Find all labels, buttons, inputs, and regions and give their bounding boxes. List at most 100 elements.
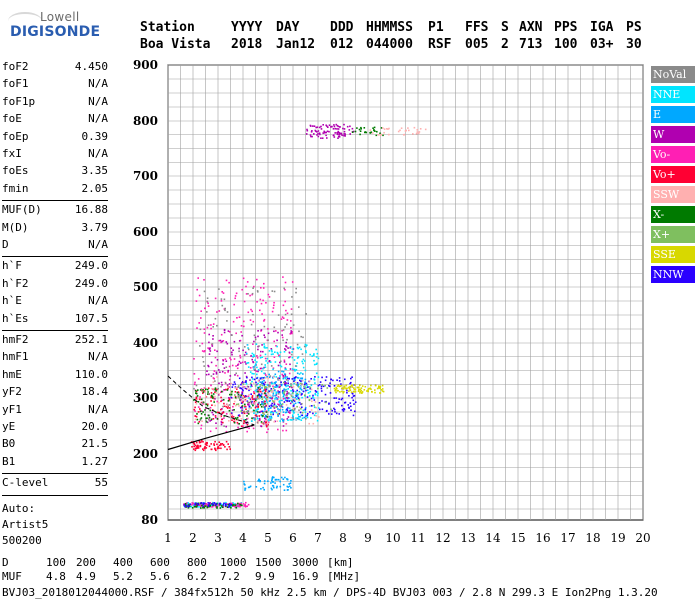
param-row: yF1 N/A	[2, 403, 108, 420]
echo-point	[271, 488, 273, 491]
echo-point	[304, 378, 307, 381]
echo-point	[297, 413, 299, 416]
echo-point	[256, 386, 259, 389]
header-value: 012	[330, 37, 354, 52]
echo-point	[281, 329, 283, 332]
echo-point	[227, 443, 229, 445]
echo-point	[223, 425, 225, 427]
param-label: hmF1	[2, 350, 29, 364]
echo-point	[348, 407, 350, 409]
echo-point	[241, 288, 243, 291]
echo-point	[210, 504, 213, 506]
echo-point	[259, 404, 262, 406]
echo-point	[225, 501, 227, 504]
echo-point	[202, 448, 204, 450]
param-label: yF1	[2, 402, 22, 416]
echo-point	[263, 343, 265, 345]
echo-point	[366, 390, 368, 392]
header-label: Station	[140, 20, 195, 35]
echo-point	[308, 380, 311, 382]
echo-point	[245, 419, 247, 421]
echo-point	[320, 137, 322, 139]
echo-point	[314, 129, 317, 132]
echo-point	[250, 403, 253, 405]
echo-point	[212, 335, 214, 337]
echo-point	[416, 131, 419, 133]
echo-point	[346, 389, 348, 392]
x-tick-label: 18	[585, 531, 600, 545]
echo-point	[220, 341, 222, 344]
echo-point	[272, 307, 275, 309]
param-value: N/A	[88, 77, 108, 91]
echo-point	[274, 410, 276, 412]
echo-point	[316, 391, 319, 393]
echo-point	[245, 501, 247, 504]
echo-point	[288, 386, 291, 388]
echo-point	[262, 400, 265, 402]
echo-point	[292, 389, 294, 391]
echo-point	[351, 376, 353, 378]
echo-point	[286, 379, 289, 381]
echo-point	[203, 387, 206, 389]
echo-point	[249, 385, 252, 388]
echo-point	[328, 402, 330, 405]
echo-point	[200, 310, 202, 312]
echo-point	[309, 411, 311, 413]
echo-point	[244, 395, 247, 397]
echo-point	[244, 351, 247, 354]
echo-point	[234, 391, 237, 393]
echo-point	[324, 379, 327, 382]
echo-point	[312, 125, 314, 127]
echo-point	[244, 489, 246, 491]
echo-point	[216, 376, 218, 378]
echo-point	[207, 365, 210, 368]
echo-point	[218, 447, 220, 449]
param-row: C-level 55	[2, 476, 108, 493]
echo-point	[244, 406, 246, 409]
echo-point	[282, 389, 284, 392]
echo-point	[302, 390, 305, 393]
echo-point	[419, 128, 422, 130]
echo-point	[313, 378, 315, 380]
echo-point	[297, 396, 299, 399]
footer-value: 600	[150, 556, 170, 569]
echo-point	[243, 505, 246, 507]
echo-point	[328, 413, 330, 415]
echo-point	[243, 300, 246, 303]
echo-point	[313, 133, 315, 135]
echo-point	[377, 134, 380, 136]
echo-point	[282, 411, 285, 413]
echo-point	[314, 376, 316, 378]
echo-point	[201, 420, 203, 422]
echo-point	[246, 412, 249, 415]
echo-point	[323, 132, 326, 134]
echo-point	[228, 281, 230, 284]
echo-point	[265, 418, 267, 421]
header-label: IGA	[590, 20, 614, 35]
echo-point	[350, 391, 353, 393]
echo-point	[272, 367, 275, 369]
echo-point	[227, 371, 229, 373]
echo-point	[266, 401, 268, 403]
echo-point	[264, 336, 266, 339]
echo-point	[264, 381, 267, 384]
echo-point	[313, 414, 316, 417]
echo-point	[296, 382, 299, 384]
echo-point	[301, 380, 304, 382]
echo-point	[343, 408, 345, 410]
echo-point	[337, 128, 340, 130]
header-label: DAY	[276, 20, 300, 35]
echo-point	[296, 343, 299, 346]
echo-point	[204, 443, 207, 445]
auto-scaling-label: Artist5	[2, 517, 49, 531]
header-label: FFS	[465, 20, 489, 35]
echo-point	[298, 373, 301, 375]
echo-point	[309, 387, 311, 390]
echo-point	[310, 125, 312, 127]
param-row: fmin 2.05	[2, 182, 108, 199]
echo-point	[226, 320, 228, 322]
echo-point	[277, 393, 280, 395]
echo-point	[303, 387, 305, 390]
echo-point	[196, 398, 199, 401]
echo-point	[247, 362, 250, 364]
